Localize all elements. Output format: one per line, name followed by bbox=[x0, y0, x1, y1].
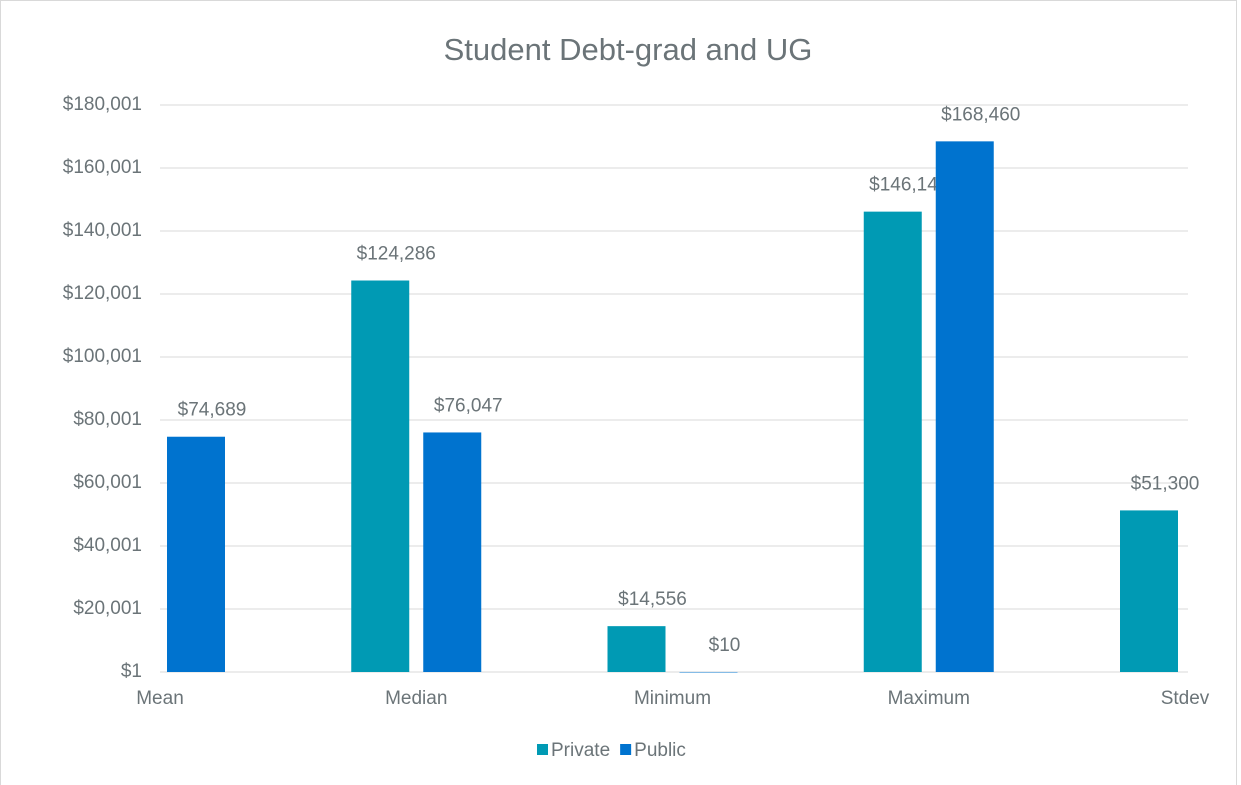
y-tick-label: $1 bbox=[121, 661, 142, 682]
x-tick-label: Stdev bbox=[1161, 688, 1210, 709]
legend-label: Public bbox=[634, 740, 686, 761]
y-tick-label: $180,001 bbox=[63, 94, 142, 115]
bar bbox=[351, 280, 410, 672]
bar bbox=[863, 211, 922, 673]
data-label: $74,689 bbox=[178, 400, 247, 421]
data-label: $51,300 bbox=[1131, 473, 1200, 494]
legend-swatch bbox=[620, 744, 632, 755]
legend-swatch bbox=[537, 744, 548, 755]
data-label: $124,286 bbox=[357, 244, 436, 265]
data-label: $146,149 bbox=[869, 175, 948, 196]
x-tick-label: Median bbox=[385, 688, 447, 709]
y-tick-label: $100,001 bbox=[63, 346, 142, 367]
legend-label: Private bbox=[551, 740, 610, 761]
y-tick-label: $20,001 bbox=[73, 598, 142, 619]
bar bbox=[607, 626, 666, 672]
y-tick-label: $120,001 bbox=[63, 283, 142, 304]
y-tick-label: $60,001 bbox=[73, 472, 142, 493]
data-label: $10 bbox=[709, 635, 741, 656]
x-tick-label: Mean bbox=[136, 688, 184, 709]
bar bbox=[423, 432, 482, 672]
data-label: $168,460 bbox=[941, 104, 1020, 125]
y-tick-label: $140,001 bbox=[63, 220, 142, 241]
chart-title: Student Debt-grad and UG bbox=[444, 32, 813, 67]
bar bbox=[1120, 510, 1178, 672]
y-tick-label: $80,001 bbox=[73, 409, 142, 430]
bar bbox=[935, 141, 994, 673]
data-label: $14,556 bbox=[618, 589, 687, 610]
x-tick-label: Maximum bbox=[888, 688, 970, 709]
bar bbox=[167, 436, 225, 672]
y-tick-label: $40,001 bbox=[73, 535, 142, 556]
y-tick-label: $160,001 bbox=[63, 157, 142, 178]
x-tick-label: Minimum bbox=[634, 688, 711, 709]
bar bbox=[679, 671, 738, 673]
data-label: $76,047 bbox=[434, 395, 503, 416]
